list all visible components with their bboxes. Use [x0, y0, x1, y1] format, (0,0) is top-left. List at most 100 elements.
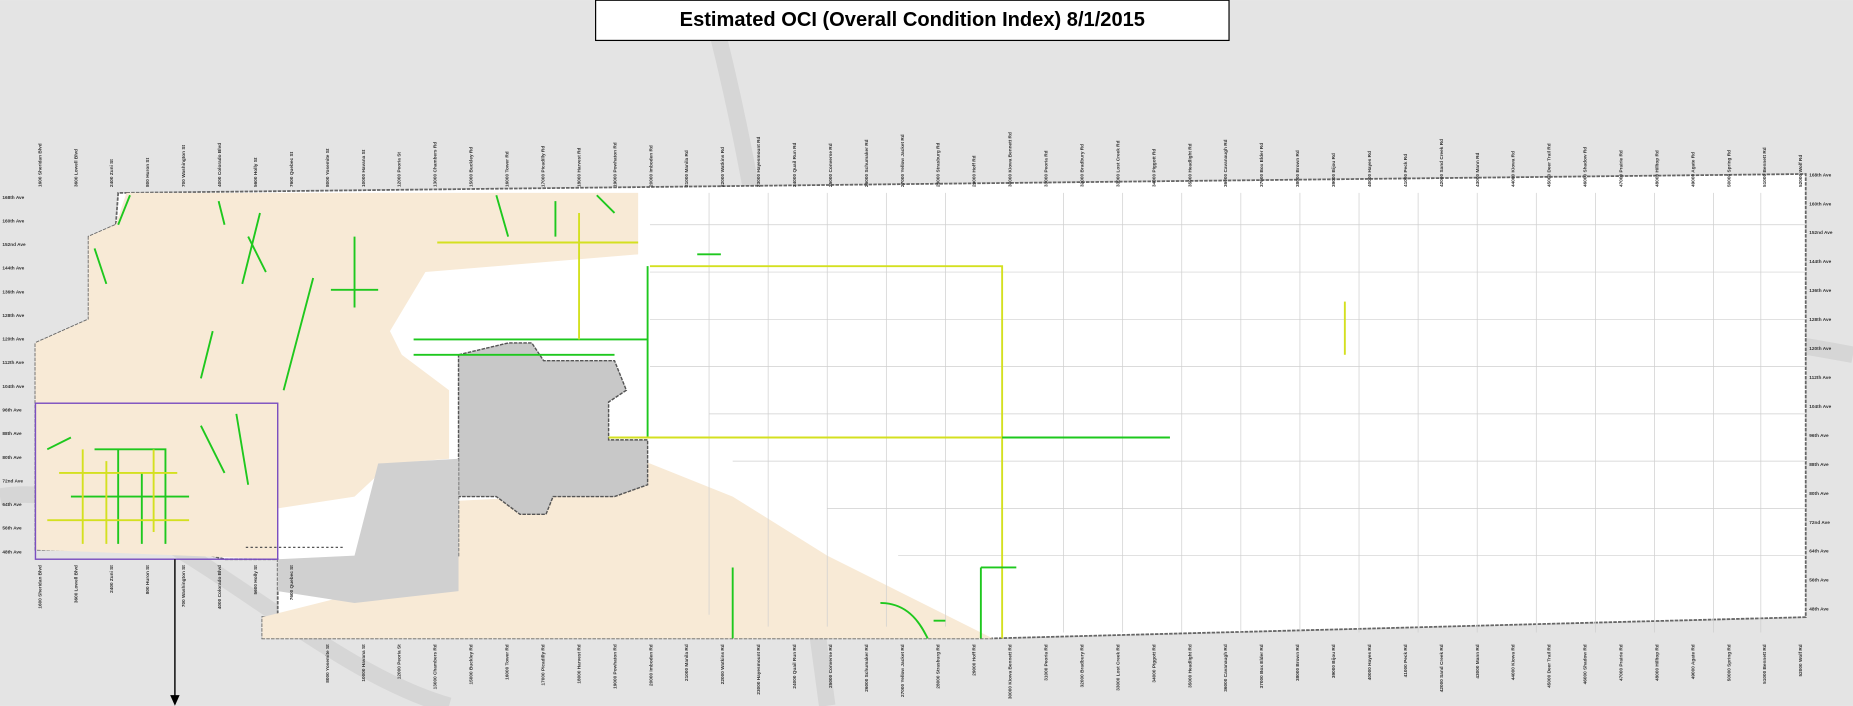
street-label-top: 4000 Colorado Blvd	[217, 143, 223, 187]
street-label-top: 38000 Brown Rd	[1295, 150, 1301, 187]
avenue-label-right: 120th Ave	[1809, 346, 1831, 352]
street-label-top: 27000 Yellow Jacket Rd	[900, 134, 906, 187]
street-label-bottom: 30000 Kiowa Bennett Rd	[1008, 644, 1014, 699]
avenue-label-right: 88th Ave	[1809, 462, 1829, 468]
street-label-bottom: 3600 Lowell Blvd	[73, 565, 79, 603]
street-label-top: 42000 Sand Creek Rd	[1439, 139, 1445, 187]
street-label-bottom: 36000 Cavanaugh Rd	[1223, 644, 1229, 692]
avenue-label-right: 128th Ave	[1809, 317, 1831, 323]
avenue-label-left: 56th Ave	[2, 526, 22, 532]
street-label-top: 36000 Cavanaugh Rd	[1223, 139, 1229, 187]
street-label-bottom: 33000 Lost Creek Rd	[1115, 644, 1121, 691]
street-label-bottom: 700 Washington St	[181, 565, 187, 607]
avenue-label-left: 128th Ave	[2, 313, 24, 319]
street-label-bottom: 51000 Bennett Rd	[1762, 644, 1768, 684]
street-label-top: 44000 Kiowa Rd	[1511, 151, 1517, 187]
avenue-label-left: 144th Ave	[2, 266, 24, 272]
street-label-top: 22000 Watkins Rd	[720, 147, 726, 187]
street-label-bottom: 43000 Mann Rd	[1475, 644, 1481, 678]
street-label-bottom: 34000 Piggott Rd	[1151, 644, 1157, 682]
street-label-top: 26000 Schumaker Rd	[864, 139, 870, 187]
street-label-top: 34000 Piggott Rd	[1151, 149, 1157, 187]
avenue-label-right: 112th Ave	[1809, 375, 1831, 381]
street-label-bottom: 35000 Headlight Rd	[1187, 644, 1193, 688]
avenue-label-left: 136th Ave	[2, 289, 24, 295]
street-label-top: 13000 Chambers Rd	[433, 142, 439, 187]
street-label-bottom: 25000 Converse Rd	[828, 644, 834, 688]
street-label-top: 800 Huron St	[145, 157, 151, 187]
street-label-top: 8000 Yosemite St	[325, 148, 331, 187]
street-label-top: 5600 Holly St	[253, 157, 259, 187]
street-label-bottom: 41000 Peck Rd	[1403, 644, 1409, 677]
street-label-bottom: 7600 Quebec St	[289, 565, 295, 601]
avenue-label-left: 48th Ave	[2, 549, 22, 555]
page: Estimated OCI (Overall Condition Index) …	[0, 0, 1853, 706]
street-label-bottom: 39000 Bijou Rd	[1331, 644, 1337, 678]
avenue-label-left: 120th Ave	[2, 337, 24, 343]
street-label-bottom: 52000 Wolf Rd	[1798, 644, 1804, 676]
street-label-bottom: 5600 Holly St	[253, 565, 259, 595]
street-label-top: 41000 Peck Rd	[1403, 154, 1409, 187]
street-label-top: 45000 Deer Trail Rd	[1547, 143, 1553, 187]
street-label-top: 3600 Lowell Blvd	[73, 149, 79, 187]
street-label-bottom: 50000 Spring Rd	[1726, 644, 1732, 681]
street-label-top: 17000 Picadilly Rd	[540, 146, 546, 187]
street-label-bottom: 26000 Schumaker Rd	[864, 644, 870, 692]
street-label-bottom: 19000 Powhaton Rd	[612, 644, 618, 689]
street-label-bottom: 13000 Chambers Rd	[433, 644, 439, 689]
street-label-bottom: 21000 Manila Rd	[684, 644, 690, 681]
street-label-bottom: 32000 Bradbury Rd	[1079, 644, 1085, 687]
street-label-bottom: 1600 Sheridan Blvd	[37, 565, 43, 609]
street-label-top: 43000 Mann Rd	[1475, 152, 1481, 186]
street-label-bottom: 45000 Deer Trail Rd	[1547, 644, 1553, 688]
avenue-label-left: 160th Ave	[2, 218, 24, 224]
street-label-bottom: 800 Huron St	[145, 565, 151, 595]
street-label-top: 23000 Hayesmount Rd	[756, 136, 762, 186]
street-label-top: 2400 Zuni St	[109, 159, 115, 187]
street-label-top: 29000 Hoff Rd	[972, 155, 978, 187]
avenue-label-left: 80th Ave	[2, 455, 22, 461]
avenue-label-left: 88th Ave	[2, 431, 22, 437]
street-label-top: 49000 Agate Rd	[1690, 152, 1696, 187]
avenue-label-left: 96th Ave	[2, 407, 22, 413]
street-label-top: 25000 Converse Rd	[828, 143, 834, 187]
street-label-bottom: 12000 Peoria St	[397, 644, 403, 679]
map: Estimated OCI (Overall Condition Index) …	[0, 0, 1853, 706]
street-label-bottom: 18000 Harvest Rd	[576, 644, 582, 683]
street-label-top: 50000 Spring Rd	[1726, 150, 1732, 187]
street-label-top: 12000 Peoria St	[397, 152, 403, 187]
street-label-bottom: 27000 Yellow Jacket Rd	[900, 644, 906, 697]
avenue-label-right: 72nd Ave	[1809, 520, 1830, 526]
street-label-bottom: 4000 Colorado Blvd	[217, 565, 223, 609]
avenue-label-right: 136th Ave	[1809, 288, 1831, 294]
street-label-bottom: 17000 Picadilly Rd	[540, 644, 546, 685]
street-label-bottom: 46000 Shadow Rd	[1583, 644, 1589, 684]
street-label-top: 700 Washington St	[181, 144, 187, 186]
street-label-bottom: 16000 Tower Rd	[505, 644, 511, 680]
street-label-top: 40000 Hayes Rd	[1367, 151, 1373, 187]
street-label-top: 37000 Box Elder Rd	[1259, 143, 1265, 187]
street-label-top: 18000 Harvest Rd	[576, 147, 582, 186]
street-label-top: 35000 Headlight Rd	[1187, 143, 1193, 187]
street-label-top: 15000 Buckley Rd	[469, 147, 475, 187]
street-label-top: 1600 Sheridan Blvd	[37, 143, 43, 187]
street-label-bottom: 42000 Sand Creek Rd	[1439, 644, 1445, 692]
street-label-bottom: 28000 Strasburg Rd	[936, 644, 942, 688]
street-label-bottom: 49000 Agate Rd	[1690, 644, 1696, 679]
street-label-top: 51000 Bennett Rd	[1762, 147, 1768, 187]
avenue-label-right: 48th Ave	[1809, 607, 1829, 613]
street-label-bottom: 8000 Yosemite St	[325, 644, 331, 683]
avenue-label-left: 104th Ave	[2, 384, 24, 390]
avenue-label-right: 56th Ave	[1809, 578, 1829, 584]
street-label-top: 33000 Lost Creek Rd	[1115, 140, 1121, 187]
avenue-label-left: 168th Ave	[2, 195, 24, 201]
street-label-bottom: 2400 Zuni St	[109, 565, 115, 593]
street-label-top: 20000 Imboden Rd	[648, 145, 654, 187]
street-label-bottom: 37000 Box Elder Rd	[1259, 644, 1265, 688]
street-label-top: 31000 Peoria Rd	[1044, 150, 1050, 187]
street-label-bottom: 24000 Quail Run Rd	[792, 644, 798, 688]
street-label-bottom: 44000 Kiowa Rd	[1511, 644, 1517, 680]
street-label-top: 19000 Powhaton Rd	[612, 142, 618, 187]
street-label-top: 28000 Strasburg Rd	[936, 143, 942, 187]
street-label-bottom: 22000 Watkins Rd	[720, 644, 726, 684]
